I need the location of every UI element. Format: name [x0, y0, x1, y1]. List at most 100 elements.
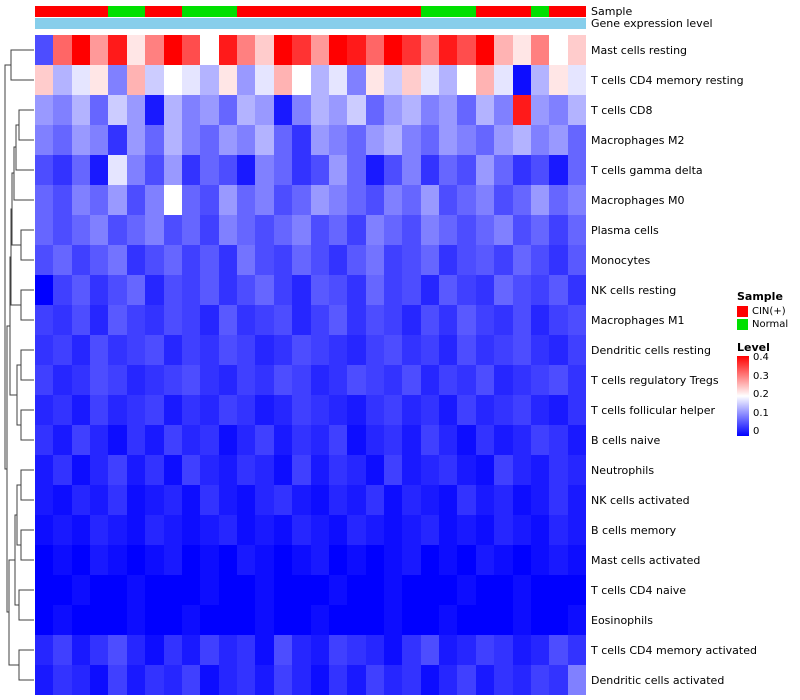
heatmap-cell — [90, 95, 109, 125]
heatmap-cell — [145, 455, 164, 485]
sample-annotation-cell — [530, 6, 550, 17]
heatmap-cell — [494, 35, 513, 65]
heatmap-cell — [494, 65, 513, 95]
heatmap-cell — [567, 425, 586, 455]
heatmap-cell — [310, 545, 329, 575]
heatmap-cell — [530, 395, 550, 425]
heatmap-cell — [200, 305, 219, 335]
heatmap-cell — [365, 215, 384, 245]
heatmap-cell — [108, 305, 127, 335]
heatmap-cell — [530, 245, 550, 275]
heatmap-cell — [292, 125, 311, 155]
heatmap-cell — [53, 665, 72, 695]
heatmap-cell — [328, 335, 348, 365]
heatmap-cell — [163, 275, 182, 305]
heatmap-cell — [145, 545, 164, 575]
heatmap-cell — [108, 95, 127, 125]
heatmap-cell — [218, 185, 238, 215]
heatmap-cell — [549, 125, 568, 155]
heatmap-cell — [292, 425, 311, 455]
heatmap-cell — [53, 545, 72, 575]
sample-annotation-cell — [108, 6, 127, 17]
heatmap-cell — [90, 275, 109, 305]
heatmap-cell — [181, 155, 201, 185]
heatmap-cell — [90, 455, 109, 485]
sample-annotation-cell — [347, 6, 366, 17]
heatmap-cell — [310, 575, 329, 605]
heatmap-cell — [328, 185, 348, 215]
heatmap-cell — [530, 635, 550, 665]
heatmap-cell — [420, 575, 440, 605]
heatmap-cell — [218, 665, 238, 695]
heatmap-cell — [237, 545, 256, 575]
heatmap-cell — [163, 515, 182, 545]
heatmap-cell — [475, 395, 495, 425]
heatmap-cell — [71, 65, 91, 95]
sample-annotation-cell — [236, 6, 256, 17]
heatmap-cell — [512, 395, 531, 425]
heatmap-cell — [567, 65, 586, 95]
heatmap-cell — [90, 515, 109, 545]
heatmap-cell — [530, 65, 550, 95]
heatmap-cell — [530, 545, 550, 575]
heatmap-cell — [365, 365, 384, 395]
row-label: T cells CD4 memory activated — [591, 643, 757, 657]
heatmap-cell — [218, 65, 238, 95]
heatmap-cell — [549, 35, 568, 65]
heatmap-cell — [439, 515, 458, 545]
heatmap-cell — [126, 245, 146, 275]
heatmap-cell — [549, 335, 568, 365]
heatmap-cell — [218, 635, 238, 665]
sample-annotation-cell — [292, 6, 311, 17]
heatmap-cell — [530, 95, 550, 125]
heatmap-cell — [530, 365, 550, 395]
heatmap-cell — [530, 215, 550, 245]
heatmap-cell — [512, 365, 531, 395]
heatmap-cell — [328, 665, 348, 695]
heatmap-cell — [273, 245, 293, 275]
heatmap-cell — [200, 155, 219, 185]
heatmap-cell — [402, 155, 421, 185]
row-label: Eosinophils — [591, 613, 653, 627]
heatmap-cell — [567, 335, 586, 365]
heatmap-cell — [457, 245, 476, 275]
heatmap-cell — [530, 605, 550, 635]
heatmap-cell — [255, 635, 274, 665]
heatmap-cell — [200, 515, 219, 545]
heatmap-cell — [420, 665, 440, 695]
heatmap-cell — [549, 215, 568, 245]
heatmap-cell — [71, 245, 91, 275]
heatmap-cell — [383, 635, 403, 665]
sample-annotation-cell — [328, 6, 348, 17]
heatmap-cell — [475, 185, 495, 215]
sample-annotation-cell — [457, 6, 476, 17]
heatmap-cell — [530, 35, 550, 65]
heatmap-cell — [457, 335, 476, 365]
heatmap-cell — [402, 575, 421, 605]
heatmap-cell — [347, 575, 366, 605]
heatmap-cell — [457, 125, 476, 155]
heatmap-cell — [475, 335, 495, 365]
heatmap-cell — [512, 425, 531, 455]
heatmap-cell — [292, 395, 311, 425]
heatmap-cell — [512, 245, 531, 275]
heatmap-cell — [108, 455, 127, 485]
heatmap-cell — [402, 35, 421, 65]
heatmap-cell — [255, 455, 274, 485]
heatmap-cell — [402, 245, 421, 275]
heatmap-cell — [567, 125, 586, 155]
heatmap-cell — [71, 35, 91, 65]
heatmap-cell — [383, 365, 403, 395]
sample-annotation-cell — [53, 6, 72, 17]
heatmap-cell — [237, 485, 256, 515]
heatmap-cell — [126, 395, 146, 425]
heatmap-cell — [35, 305, 54, 335]
heatmap-cell — [512, 275, 531, 305]
heatmap-cell — [310, 95, 329, 125]
row-label: Dendritic cells resting — [591, 343, 711, 357]
heatmap-cell — [347, 155, 366, 185]
heatmap-cell — [420, 455, 440, 485]
heatmap-cell — [108, 605, 127, 635]
heatmap-cell — [567, 545, 586, 575]
heatmap-cell — [549, 665, 568, 695]
